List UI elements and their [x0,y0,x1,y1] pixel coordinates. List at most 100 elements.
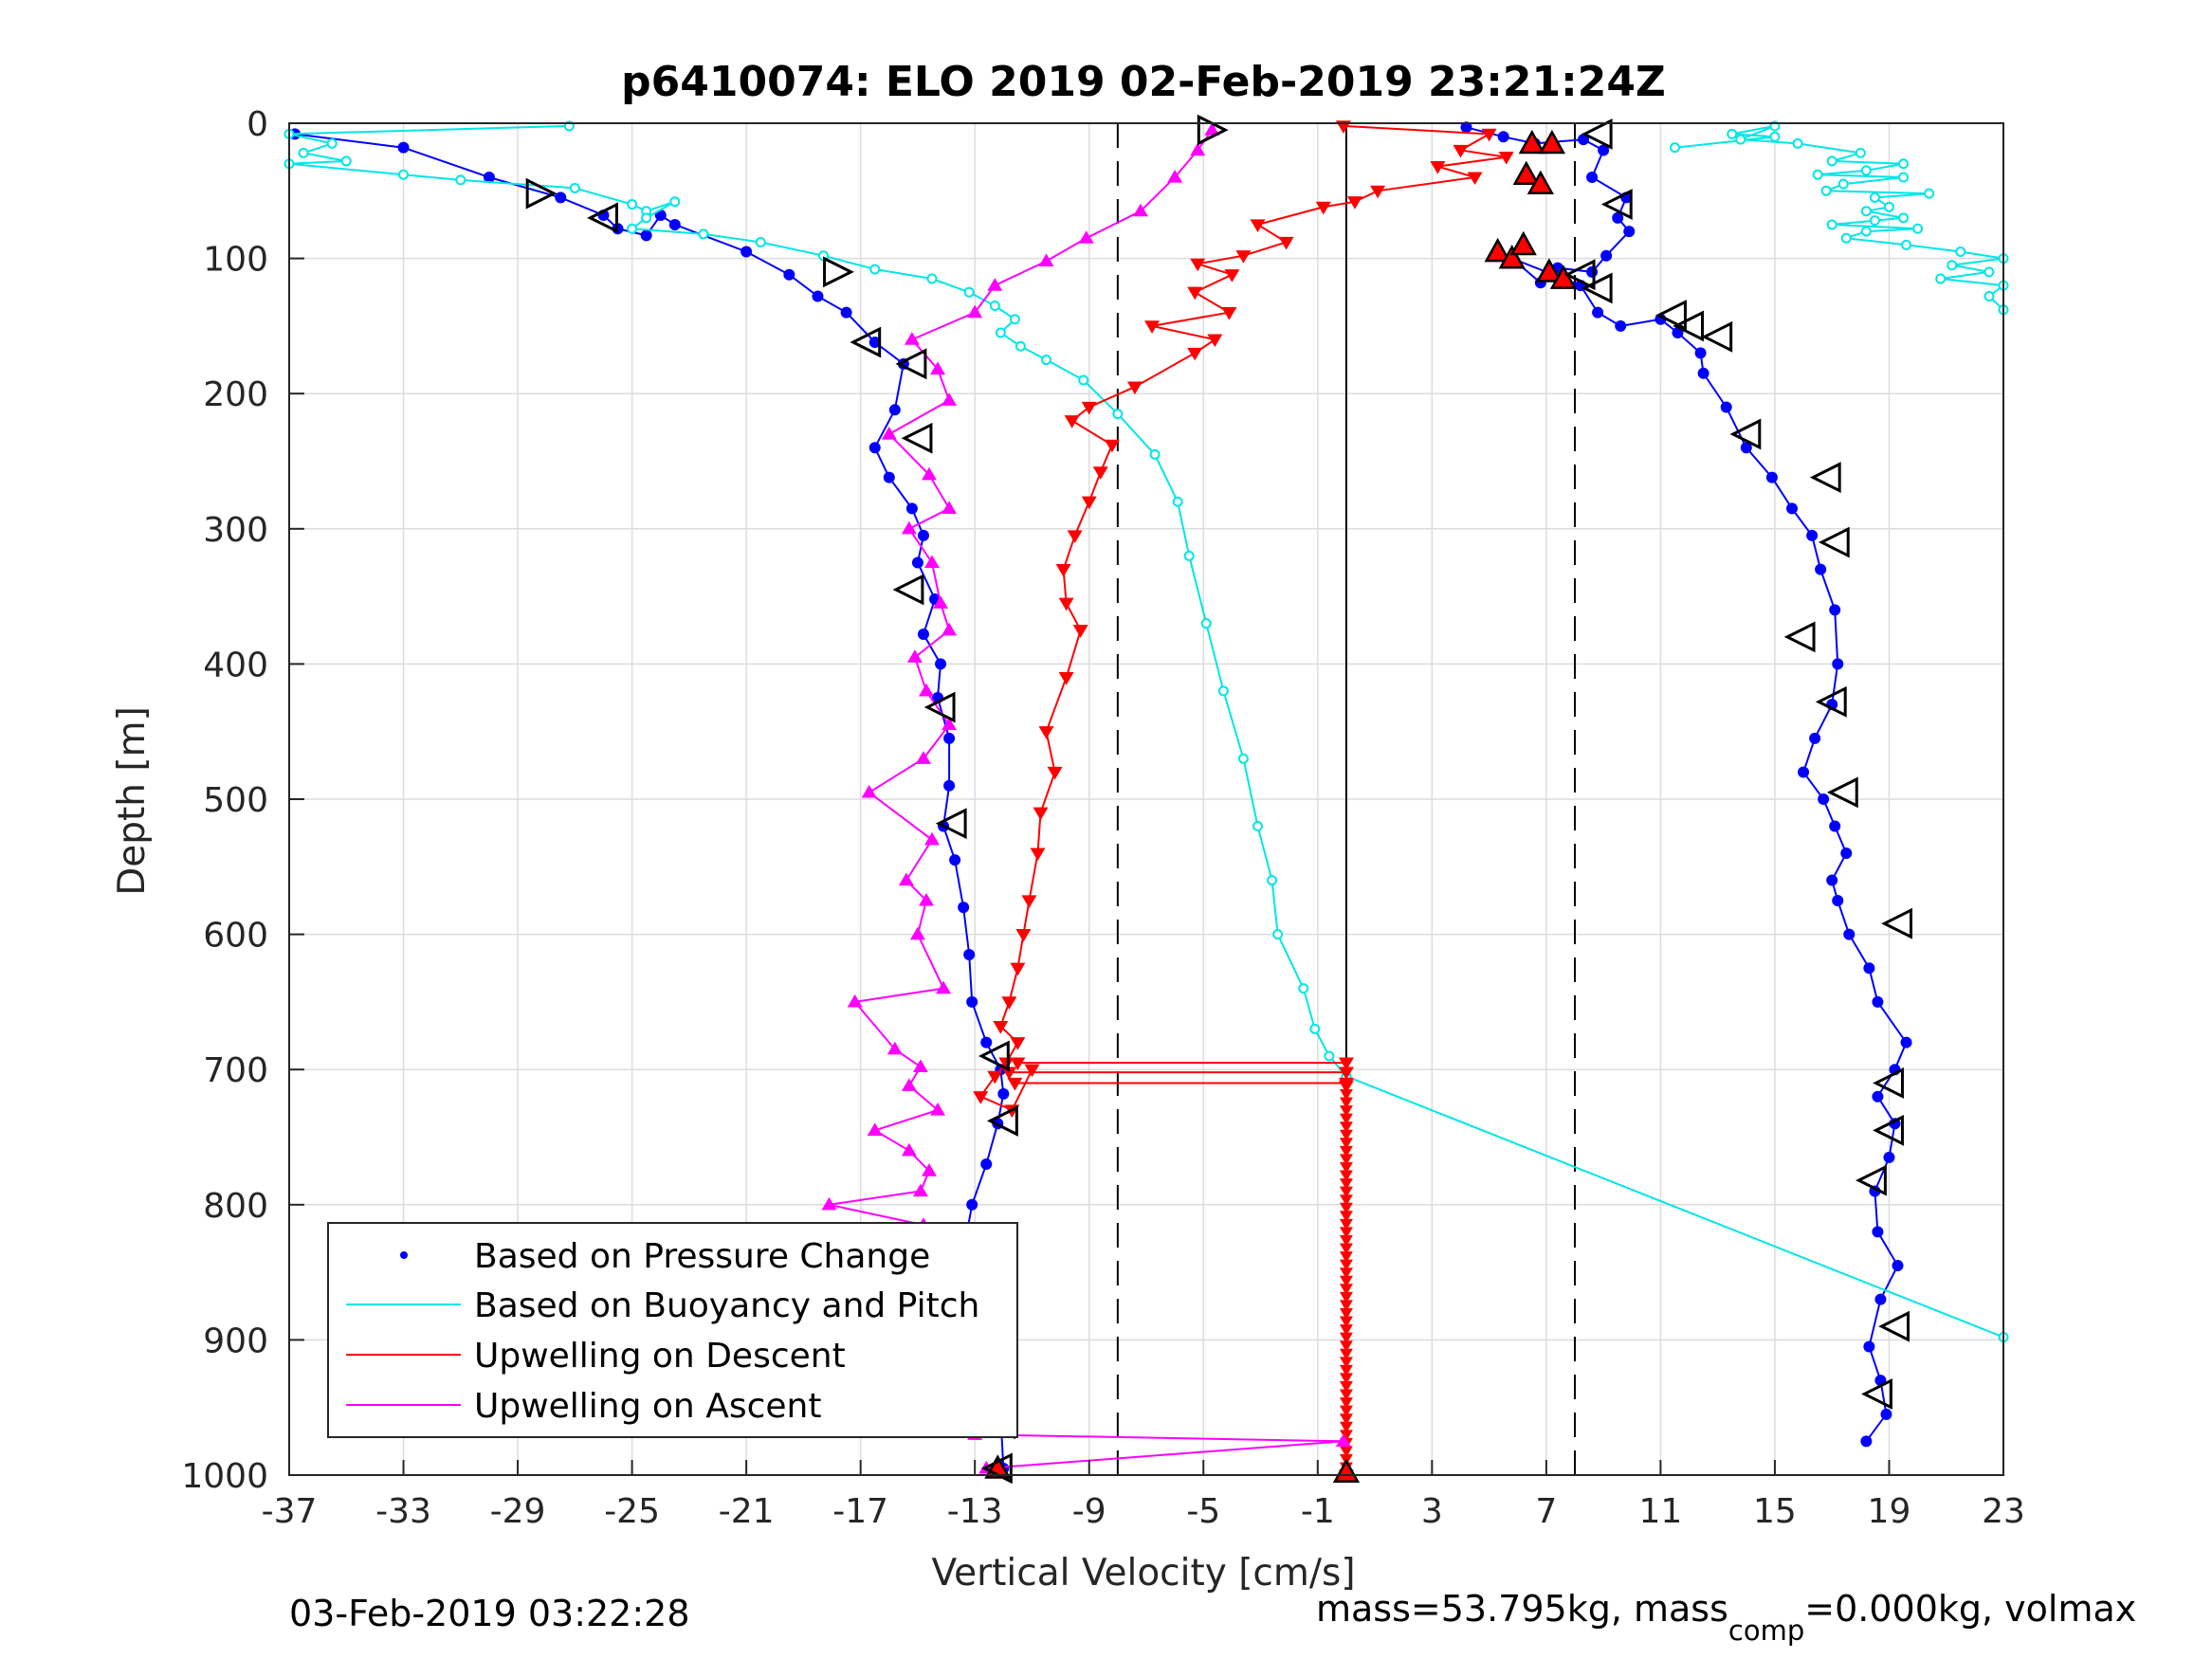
data-point [1339,1113,1353,1125]
series-layer [283,120,2009,1483]
data-point [397,141,410,154]
data-point [901,520,917,535]
data-point [989,301,1000,312]
data-point [1015,340,1026,352]
turn-marker-left [923,691,956,723]
turn-marker-left [1563,259,1596,291]
data-point [821,1196,837,1211]
data-point [1578,134,1590,146]
data-point [887,1041,903,1055]
data-point [1339,1316,1353,1328]
data-point [1769,131,1781,142]
y-axis-label: Depth [m] [111,706,154,896]
turn-marker-left [901,422,933,454]
highlight-marker [1498,245,1526,269]
data-point [1623,226,1636,238]
data-point [1339,1227,1353,1239]
y-tick-label: 1000 [181,1457,268,1496]
turn-marker-left [1701,320,1733,353]
chart-title: p6410074: ELO 2019 02-Feb-2019 23:21:24Z [621,58,1666,106]
data-point [1001,996,1017,1010]
data-point [1058,672,1074,685]
data-point [924,555,940,569]
data-point [917,629,929,641]
data-point [1832,894,1844,906]
data-point [1615,319,1627,332]
data-point [1339,1389,1353,1401]
turn-marker-left [1856,1164,1887,1196]
series-line [288,124,1347,1077]
data-point [1481,128,1497,142]
data-point [1460,121,1472,134]
data-point [1735,134,1746,145]
data-point [1430,161,1446,174]
data-point [868,442,881,454]
data-point [1278,236,1294,250]
data-point [1190,258,1206,272]
data-point [1339,1202,1353,1214]
data-point [1078,374,1089,386]
data-point [1860,206,1872,217]
data-point [1200,618,1212,629]
data-point [1339,1251,1353,1263]
data-point [1339,1088,1353,1101]
data-point [1339,1291,1353,1304]
data-point [904,332,920,345]
data-point [1815,563,1827,575]
data-point [1900,1036,1912,1048]
data-point [1598,144,1610,156]
y-tick-label: 800 [203,1187,268,1226]
data-point [1935,273,1947,284]
data-point [1272,929,1284,940]
data-point [1126,381,1143,395]
data-point [1339,1267,1353,1280]
highlight-marker [1549,264,1578,289]
data-point [1187,347,1203,361]
data-point [668,218,681,230]
data-point [918,683,934,697]
data-point [1339,1097,1353,1109]
data-point [1024,1064,1040,1078]
data-point [1820,185,1832,196]
data-point [1339,1194,1353,1207]
data-point [1081,401,1097,415]
x-tick-label: -21 [719,1492,775,1531]
data-point [987,278,1003,291]
data-point [995,327,1006,338]
turn-markers [525,114,1913,1485]
data-point [1309,1023,1321,1034]
data-point [1912,223,1924,234]
y-tick-label: 200 [203,375,268,414]
footer-date: 03-Feb-2019 03:22:28 [289,1593,690,1634]
data-point [1339,1373,1353,1385]
turn-marker-left [978,1040,1010,1072]
data-point [1250,219,1266,232]
data-point [1792,137,1803,149]
x-tick-label: -25 [604,1492,660,1531]
data-point [1339,1234,1353,1247]
data-point [1586,172,1599,184]
data-point [1809,732,1821,744]
data-point [1855,147,1866,158]
turn-marker-left [1826,776,1858,809]
data-point [640,229,652,242]
data-point [1183,550,1195,561]
data-point [1697,367,1709,379]
turn-marker-right [525,177,558,210]
data-point [901,1078,917,1091]
data-point [1898,212,1910,224]
data-point [1339,1348,1353,1360]
highlight-marker [1538,129,1566,155]
data-point [627,199,638,210]
data-point [918,892,934,906]
data-point [1339,1275,1353,1287]
data-point [1892,1259,1904,1271]
data-point [917,529,929,541]
data-point [1829,604,1841,616]
turn-marker-left [1581,118,1613,150]
data-point [883,471,895,483]
data-point [1001,1066,1017,1081]
highlight-marker [1509,230,1537,256]
turn-marker-left [1809,462,1841,494]
data-point [627,223,638,234]
